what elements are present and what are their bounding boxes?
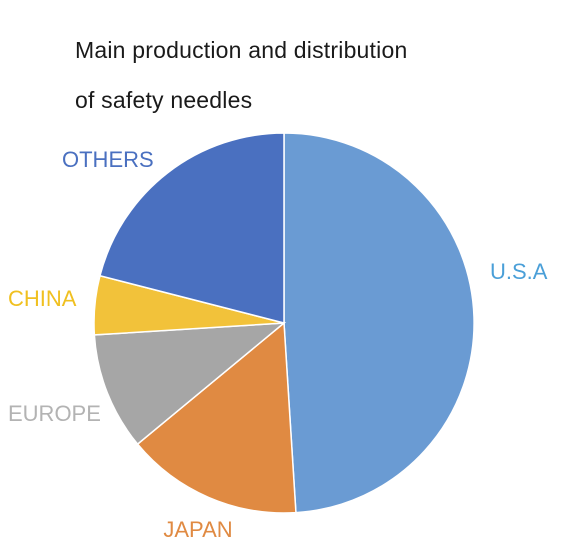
- slice-label-japan: JAPAN: [163, 517, 232, 542]
- pie-slice-japan: [136, 321, 297, 514]
- pie-labels: U.S.A JAPAN EUROPE CHINA OTHERS: [8, 147, 548, 542]
- pie-slice-europe: [93, 322, 287, 446]
- slice-label-u-s-a: U.S.A: [490, 259, 548, 284]
- chart-title-line-1: Main production and distribution: [75, 37, 408, 63]
- chart-title-line-2: of safety needles: [75, 87, 253, 113]
- pie-slice-u-s-a: [283, 132, 475, 514]
- pie-slices: [93, 132, 475, 514]
- slice-label-others: OTHERS: [62, 147, 154, 172]
- pie-slice-others: [99, 132, 285, 324]
- slice-label-europe: EUROPE: [8, 401, 101, 426]
- slice-label-china: CHINA: [8, 286, 77, 311]
